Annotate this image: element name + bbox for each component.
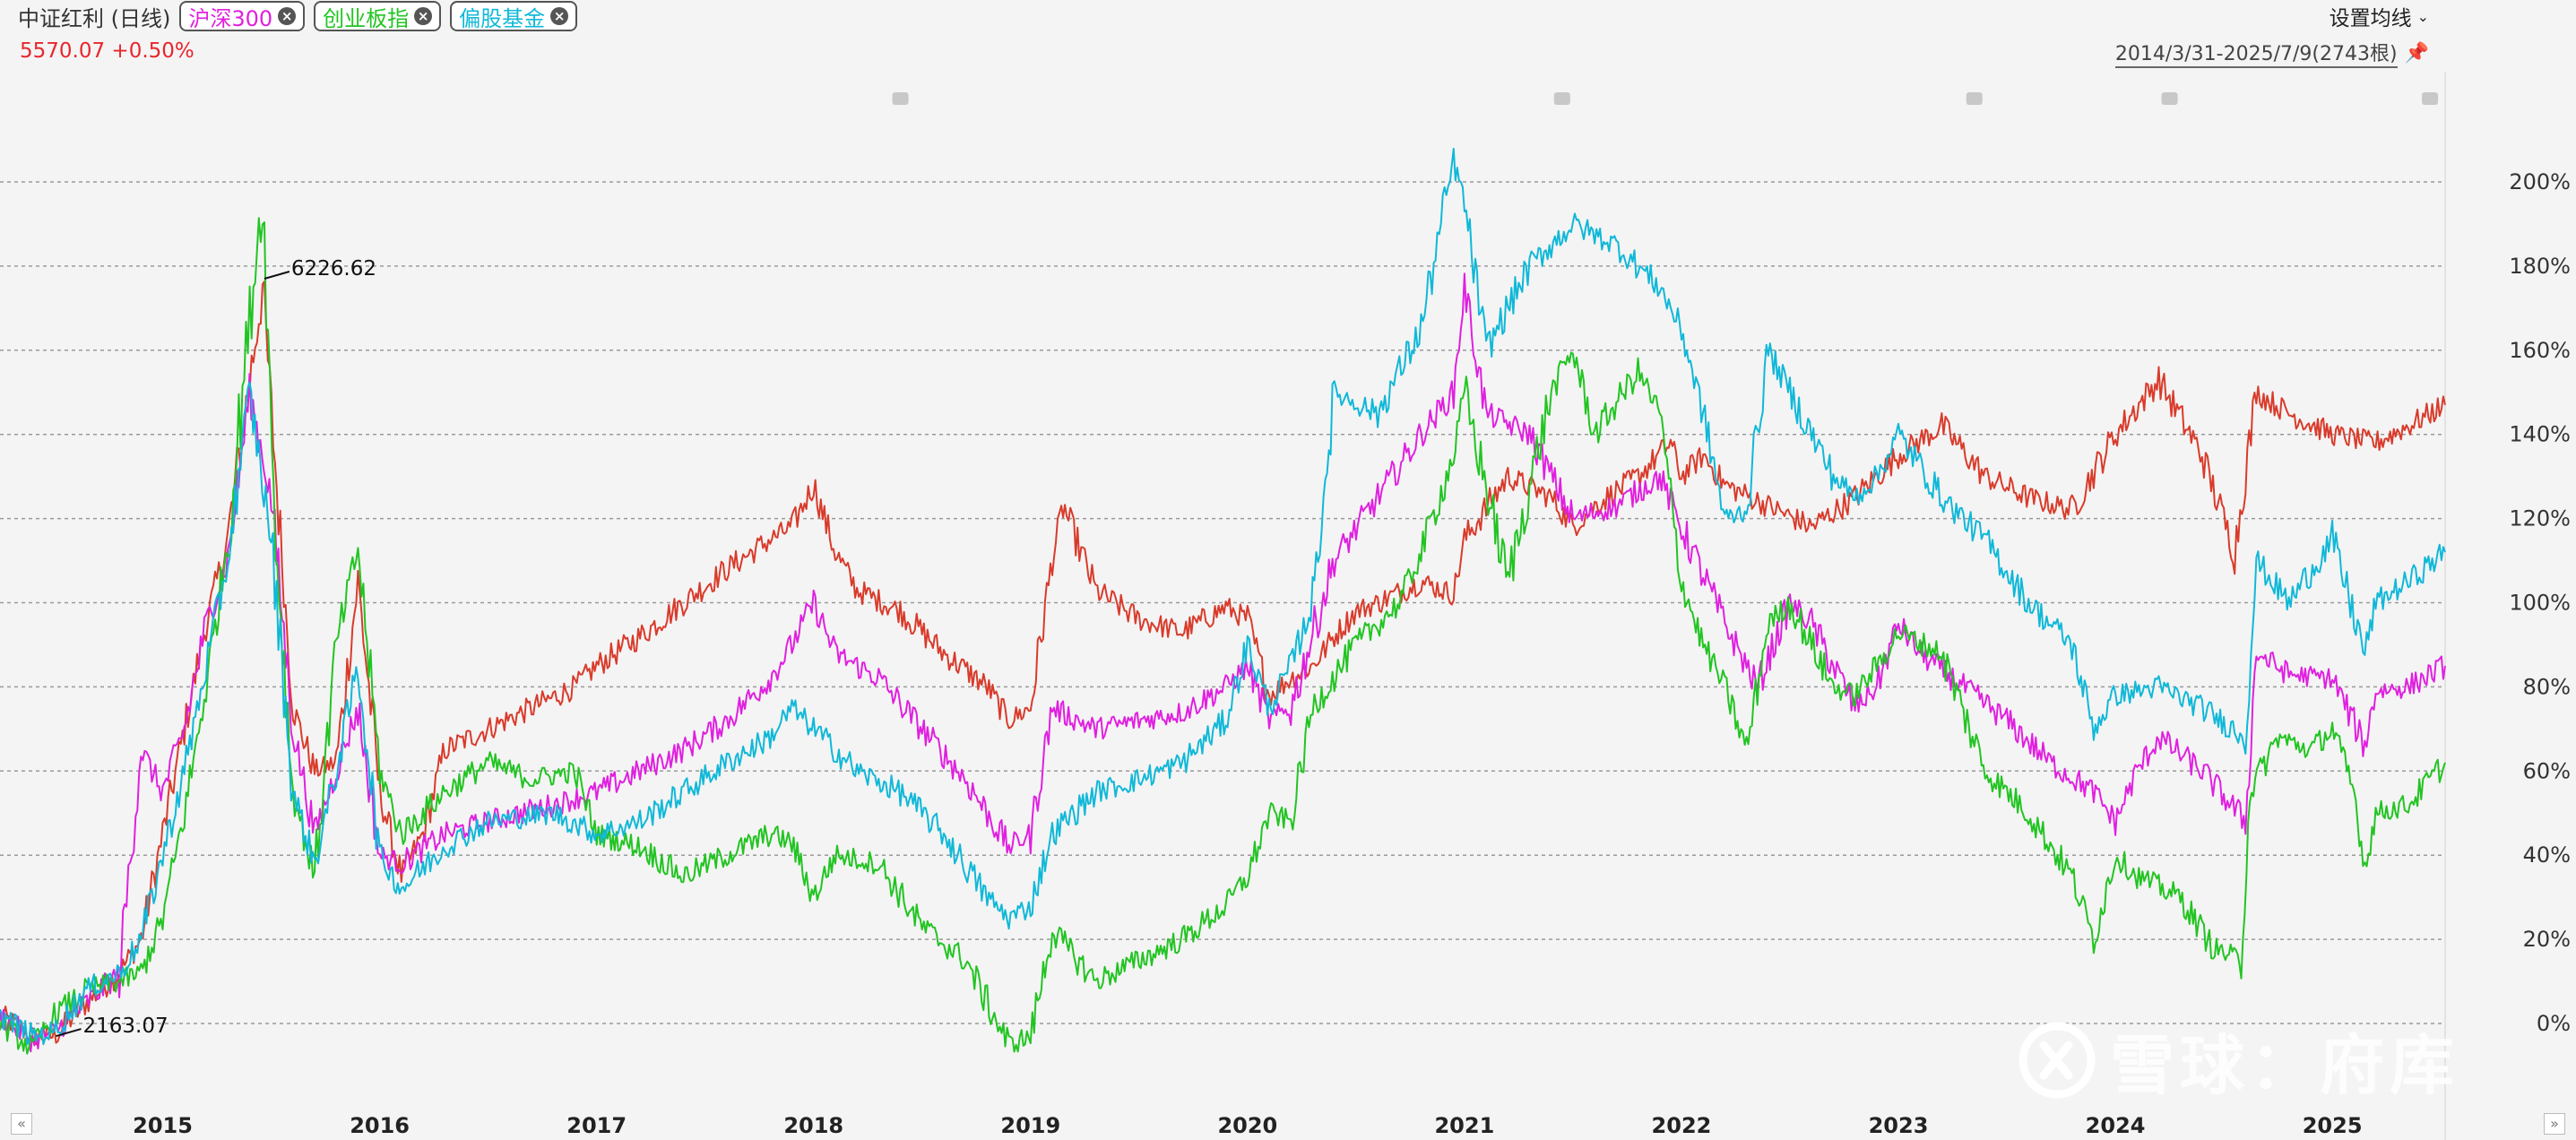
price-change: 5570.07 +0.50% — [20, 39, 194, 63]
event-marker[interactable] — [892, 92, 909, 105]
snowball-logo-icon — [2018, 1022, 2096, 1098]
top-markers — [892, 92, 2439, 105]
watermark-text: 雪球：府库 — [2110, 1028, 2460, 1103]
x-tick-label: 2022 — [1652, 1113, 1712, 1138]
header-bar: 中证红利 (日线) 沪深300 × 创业板指 × 偏股基金 × — [0, 0, 578, 32]
x-tick-label: 2019 — [1000, 1113, 1060, 1138]
watermark: 雪球：府库 — [2017, 1013, 2459, 1107]
y-tick-label: 0% — [2537, 1011, 2571, 1036]
series-line-0 — [0, 281, 2446, 1046]
y-tick-label: 80% — [2523, 674, 2571, 699]
series-line-3 — [0, 147, 2446, 1046]
chip-chinext-label: 创业板指 — [323, 5, 410, 31]
event-marker[interactable] — [1553, 92, 1570, 105]
x-tick-label: 2015 — [133, 1113, 193, 1138]
chip-equity-fund[interactable]: 偏股基金 × — [450, 1, 578, 31]
annotation-label: 6226.62 — [291, 257, 376, 281]
chevron-down-icon: ⌄ — [2416, 7, 2429, 25]
annotation-arrow — [56, 1028, 82, 1038]
series-line-1 — [0, 272, 2446, 1053]
x-tick-label: 2017 — [566, 1113, 627, 1138]
close-icon[interactable]: × — [414, 7, 433, 25]
date-range-label[interactable]: 2014/3/31-2025/7/9(2743根) — [2114, 38, 2398, 68]
event-marker[interactable] — [2161, 92, 2178, 105]
annotation-arrow — [264, 271, 290, 280]
x-tick-label: 2021 — [1434, 1113, 1494, 1138]
ma-settings-label: 设置均线 — [2329, 7, 2412, 30]
y-tick-label: 60% — [2523, 758, 2571, 783]
ma-settings-button[interactable]: 设置均线 ⌄ — [2330, 0, 2429, 32]
event-marker[interactable] — [1966, 92, 1983, 105]
date-range: 2014/3/31-2025/7/9(2743根) 📌 — [2114, 38, 2429, 68]
x-tick-label: 2024 — [2086, 1113, 2146, 1138]
chip-hs300-label: 沪深300 — [188, 5, 273, 31]
y-tick-label: 120% — [2509, 506, 2571, 531]
chip-chinext[interactable]: 创业板指 × — [314, 1, 442, 31]
y-tick-label: 180% — [2509, 254, 2571, 279]
y-tick-label: 100% — [2509, 591, 2571, 616]
series-line-2 — [0, 217, 2446, 1055]
close-icon[interactable]: × — [278, 7, 297, 25]
y-tick-label: 200% — [2509, 169, 2571, 194]
x-tick-label: 2023 — [1869, 1113, 1929, 1138]
x-tick-label: 2020 — [1217, 1113, 1277, 1138]
x-tick-label: 2025 — [2303, 1113, 2363, 1138]
annotations: 6226.62 2163.07 — [56, 257, 376, 1038]
chip-hs300[interactable]: 沪深300 × — [179, 1, 306, 31]
y-tick-label: 140% — [2509, 422, 2571, 447]
scroll-right-button[interactable]: » — [2544, 1113, 2565, 1135]
y-tick-label: 20% — [2523, 927, 2571, 952]
y-tick-label: 40% — [2523, 842, 2571, 868]
y-tick-label: 160% — [2509, 338, 2571, 363]
series-lines — [0, 147, 2446, 1055]
chip-equity-fund-label: 偏股基金 — [459, 5, 546, 31]
x-tick-label: 2018 — [783, 1113, 843, 1138]
event-marker[interactable] — [2422, 92, 2439, 105]
pin-icon[interactable]: 📌 — [2404, 41, 2429, 65]
close-icon[interactable]: × — [550, 7, 569, 25]
axis-labels: 200% 180% 160% 140% 120% 100% 80% 60% 40% 20% 0% 20… — [133, 169, 2571, 1138]
index-name: 中证红利 (日线) — [18, 5, 171, 31]
annotation-label: 2163.07 — [83, 1015, 169, 1038]
scroll-left-button[interactable]: « — [11, 1113, 32, 1135]
x-tick-label: 2016 — [350, 1113, 410, 1138]
